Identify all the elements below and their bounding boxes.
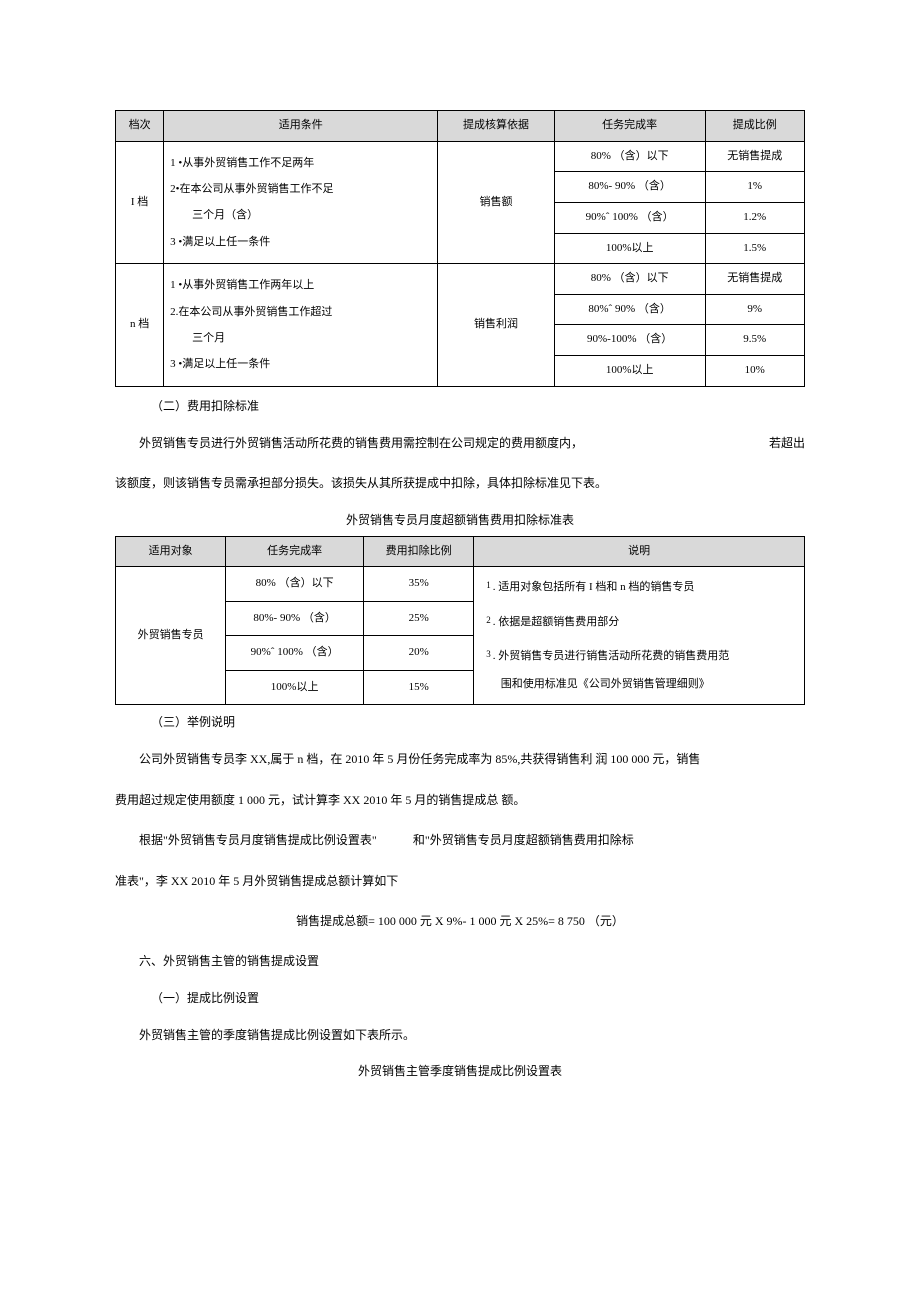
formula: 销售提成总额= 100 000 元 X 9%- 1 000 元 X 25%= 8… bbox=[115, 908, 805, 934]
rate-range: 80% （含）以下 bbox=[554, 141, 705, 172]
deduction-table: 适用对象 任务完成率 费用扣除比例 说明 外贸销售专员 80% （含）以下 35… bbox=[115, 536, 805, 705]
subheading-deduction: （二）费用扣除标准 bbox=[151, 397, 805, 416]
table-row: 外贸销售专员 80% （含）以下 35% 1. 适用对象包括所有 I 档和 n … bbox=[116, 567, 805, 601]
th-tier: 档次 bbox=[116, 111, 164, 142]
paragraph: 准表"，李 XX 2010 年 5 月外贸销售提成总额计算如下 bbox=[115, 868, 805, 894]
rate-ratio: 1.2% bbox=[705, 202, 804, 233]
note-text: 适用对象包括所有 I 档和 n 档的销售专员 bbox=[498, 581, 694, 593]
basis-cell: 销售额 bbox=[438, 141, 555, 264]
table-header-row: 档次 适用条件 提成核算依据 任务完成率 提成比例 bbox=[116, 111, 805, 142]
th-rate: 任务完成率 bbox=[554, 111, 705, 142]
paragraph: 该额度，则该销售专员需承担部分损失。该损失从其所获提成中扣除，具体扣除标准见下表… bbox=[115, 470, 805, 496]
subject-cell: 外贸销售专员 bbox=[116, 567, 226, 705]
para-part-a: 外贸销售专员进行外贸销售活动所花费的销售费用需控制在公司规定的费用额度内， bbox=[139, 430, 583, 456]
rate-range: 80%ˆ 90% （含） bbox=[554, 294, 705, 325]
rate-range: 90%-100% （含） bbox=[554, 325, 705, 356]
conditions-cell: 1 •从事外贸销售工作不足两年 2•在本公司从事外贸销售工作不足 三个月（含） … bbox=[164, 141, 438, 264]
note-num: 2 bbox=[486, 615, 491, 625]
rate-ratio: 9.5% bbox=[705, 325, 804, 356]
rate-ratio: 20% bbox=[364, 636, 474, 670]
rate-range: 100%以上 bbox=[554, 356, 705, 387]
rate-ratio: 无销售提成 bbox=[705, 264, 804, 295]
th-conditions: 适用条件 bbox=[164, 111, 438, 142]
note-text: 围和使用标准见《公司外贸销售管理细则》 bbox=[484, 672, 794, 696]
subheading-example: （三）举例说明 bbox=[151, 713, 805, 732]
rate-ratio: 1.5% bbox=[705, 233, 804, 264]
table-header-row: 适用对象 任务完成率 费用扣除比例 说明 bbox=[116, 536, 805, 567]
paragraph: 费用超过规定使用额度 1 000 元，试计算李 XX 2010 年 5 月的销售… bbox=[115, 787, 805, 813]
rate-range: 90%ˆ 100% （含） bbox=[554, 202, 705, 233]
heading-6: 六、外贸销售主管的销售提成设置 bbox=[115, 948, 805, 974]
rate-range: 100%以上 bbox=[554, 233, 705, 264]
para-part-b: 和"外贸销售专员月度超额销售费用扣除标 bbox=[413, 827, 634, 853]
th-basis: 提成核算依据 bbox=[438, 111, 555, 142]
th-ratio: 费用扣除比例 bbox=[364, 536, 474, 567]
th-rate: 任务完成率 bbox=[226, 536, 364, 567]
tier-cell: I 档 bbox=[116, 141, 164, 264]
note-text: 外贸销售专员进行销售活动所花费的销售费用范 bbox=[498, 650, 729, 662]
rate-ratio: 9% bbox=[705, 294, 804, 325]
rate-range: 80%- 90% （含） bbox=[554, 172, 705, 203]
rate-range: 90%ˆ 100% （含） bbox=[226, 636, 364, 670]
paragraph: 根据"外贸销售专员月度销售提成比例设置表" 和"外贸销售专员月度超额销售费用扣除… bbox=[115, 827, 805, 853]
notes-cell: 1. 适用对象包括所有 I 档和 n 档的销售专员 2. 依据是超额销售费用部分… bbox=[474, 567, 805, 705]
rate-ratio: 35% bbox=[364, 567, 474, 601]
table-row: I 档 1 •从事外贸销售工作不足两年 2•在本公司从事外贸销售工作不足 三个月… bbox=[116, 141, 805, 172]
paragraph: 公司外贸销售专员李 XX,属于 n 档，在 2010 年 5 月份任务完成率为 … bbox=[115, 746, 805, 772]
commission-tier-table: 档次 适用条件 提成核算依据 任务完成率 提成比例 I 档 1 •从事外贸销售工… bbox=[115, 110, 805, 387]
rate-range: 80%- 90% （含） bbox=[226, 601, 364, 635]
th-ratio: 提成比例 bbox=[705, 111, 804, 142]
th-subject: 适用对象 bbox=[116, 536, 226, 567]
subheading-ratio: （一）提成比例设置 bbox=[151, 989, 805, 1008]
th-note: 说明 bbox=[474, 536, 805, 567]
rate-ratio: 无销售提成 bbox=[705, 141, 804, 172]
paragraph: 外贸销售主管的季度销售提成比例设置如下表所示。 bbox=[115, 1022, 805, 1048]
table-caption: 外贸销售专员月度超额销售费用扣除标准表 bbox=[115, 511, 805, 530]
table-caption: 外贸销售主管季度销售提成比例设置表 bbox=[115, 1062, 805, 1081]
rate-ratio: 10% bbox=[705, 356, 804, 387]
para-part-b: 若超出 bbox=[769, 430, 805, 456]
rate-ratio: 25% bbox=[364, 601, 474, 635]
paragraph: 外贸销售专员进行外贸销售活动所花费的销售费用需控制在公司规定的费用额度内， 若超… bbox=[115, 430, 805, 456]
rate-range: 80% （含）以下 bbox=[226, 567, 364, 601]
note-num: 1 bbox=[486, 580, 491, 590]
note-text: 依据是超额销售费用部分 bbox=[498, 616, 619, 628]
basis-cell: 销售利润 bbox=[438, 264, 555, 387]
table-row: n 档 1 •从事外贸销售工作两年以上 2.在本公司从事外贸销售工作超过 三个月… bbox=[116, 264, 805, 295]
rate-ratio: 15% bbox=[364, 670, 474, 704]
note-num: 3 bbox=[486, 649, 491, 659]
conditions-cell: 1 •从事外贸销售工作两年以上 2.在本公司从事外贸销售工作超过 三个月 3 •… bbox=[164, 264, 438, 387]
rate-ratio: 1% bbox=[705, 172, 804, 203]
tier-cell: n 档 bbox=[116, 264, 164, 387]
para-part-a: 根据"外贸销售专员月度销售提成比例设置表" bbox=[139, 827, 377, 853]
rate-range: 80% （含）以下 bbox=[554, 264, 705, 295]
rate-range: 100%以上 bbox=[226, 670, 364, 704]
